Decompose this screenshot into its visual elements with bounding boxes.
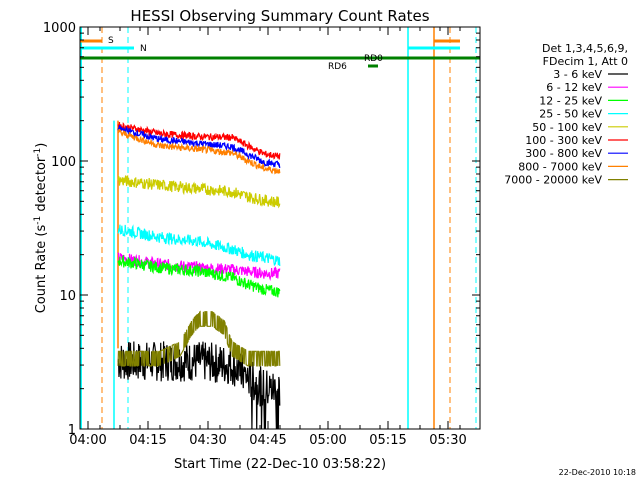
- x-axis-label: Start Time (22-Dec-10 03:58:22): [174, 457, 386, 472]
- x-tick-label-2: 04:30: [189, 433, 226, 448]
- y-tick-label-3: 1000: [43, 21, 76, 36]
- y-tick-label-2: 100: [51, 155, 76, 170]
- x-tick-label-3: 04:45: [249, 433, 286, 448]
- y-tick-label-1: 10: [59, 289, 76, 304]
- legend-label-1: 6 - 12 keV: [546, 81, 602, 94]
- legend-label-4: 50 - 100 keV: [532, 121, 602, 134]
- legend-label-7: 800 - 7000 keV: [518, 160, 602, 173]
- x-tick-label-0: 04:00: [69, 433, 106, 448]
- legend-header-line-1: Det 1,3,4,5,6,9,: [542, 42, 628, 55]
- legend: Det 1,3,4,5,6,9, FDecim 1, Att 0 3 - 6 k…: [504, 42, 628, 187]
- rd0-flag-label: RD0: [364, 54, 383, 64]
- rd6-flag-label: RD6: [328, 62, 347, 72]
- y-tick-label-0: 1: [68, 423, 76, 438]
- y-axis-label: Count Rate (s-1 detector-1): [33, 143, 49, 314]
- series-line-2: [117, 254, 281, 298]
- series-line-3: [117, 224, 281, 267]
- legend-label-5: 100 - 300 keV: [525, 134, 602, 147]
- legend-label-3: 25 - 50 keV: [539, 108, 602, 121]
- x-tick-label-1: 04:15: [129, 433, 166, 448]
- timestamp: 22-Dec-2010 10:18: [559, 468, 636, 477]
- chart-marks: S N RD0 RD6: [80, 27, 480, 430]
- series-line-6: [117, 124, 281, 169]
- series-line-0: [117, 341, 281, 430]
- series-line-7: [117, 128, 281, 175]
- chart-title: HESSI Observing Summary Count Rates: [130, 7, 429, 25]
- series-line-5: [117, 121, 281, 160]
- legend-label-6: 300 - 800 keV: [525, 147, 602, 160]
- saa-flag-label: S: [108, 36, 114, 46]
- x-tick-label-6: 05:30: [429, 433, 466, 448]
- x-tick-label-4: 05:00: [309, 433, 346, 448]
- x-tick-label-5: 05:15: [369, 433, 406, 448]
- legend-label-8: 7000 - 20000 keV: [504, 174, 602, 187]
- axis-ticks: 04:00 04:15 04:30 04:45 05:00 05:15 05:30 1 10 10…: [43, 21, 481, 448]
- series-line-8: [117, 310, 281, 367]
- legend-label-0: 3 - 6 keV: [553, 68, 602, 81]
- legend-label-2: 12 - 25 keV: [539, 94, 602, 107]
- night-flag-label: N: [140, 44, 147, 54]
- series-line-4: [117, 174, 281, 209]
- legend-header-line-2: FDecim 1, Att 0: [543, 55, 628, 68]
